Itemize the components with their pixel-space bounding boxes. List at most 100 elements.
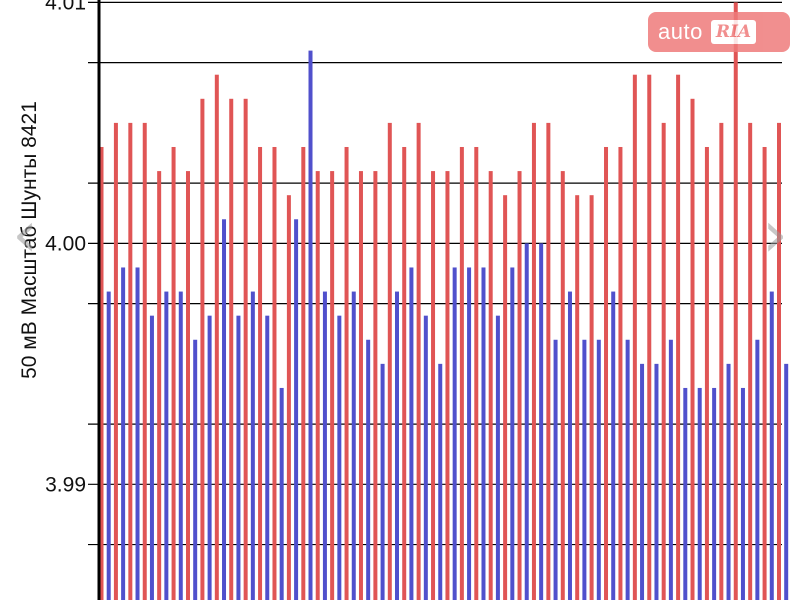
bar-blue xyxy=(106,291,111,600)
bar-red xyxy=(157,171,162,600)
bar-red xyxy=(719,122,724,600)
bar-blue xyxy=(625,339,630,600)
bar-blue xyxy=(222,219,227,600)
bar-red xyxy=(546,122,551,600)
bar-red xyxy=(387,122,392,600)
bar-red xyxy=(704,146,709,600)
bar-blue xyxy=(207,315,212,600)
bar-blue xyxy=(596,339,601,600)
bar-red xyxy=(330,171,335,600)
watermark-logo: auto RIA xyxy=(648,12,790,52)
bar-red xyxy=(690,98,695,600)
bar-blue xyxy=(265,315,270,600)
bar-blue xyxy=(524,243,529,600)
bar-blue xyxy=(726,363,731,600)
bar-red xyxy=(185,171,190,600)
bar-blue xyxy=(697,387,702,600)
bar-red xyxy=(286,195,291,600)
bar-red xyxy=(488,171,493,600)
bar-red xyxy=(733,2,738,600)
bar-red xyxy=(301,146,306,600)
bar-red xyxy=(474,146,479,600)
bar-blue xyxy=(149,315,154,600)
bar-blue xyxy=(654,363,659,600)
bar-blue xyxy=(553,339,558,600)
bar-red xyxy=(272,146,277,600)
bar-red xyxy=(575,195,580,600)
bar-blue xyxy=(337,315,342,600)
bar-red xyxy=(113,122,118,600)
bar-red xyxy=(647,74,652,600)
bar-blue xyxy=(351,291,356,600)
watermark-word: auto xyxy=(658,19,703,44)
bar-blue xyxy=(178,291,183,600)
bar-blue xyxy=(481,267,486,600)
bars xyxy=(99,2,789,600)
bar-red xyxy=(661,122,666,600)
bar-blue xyxy=(294,219,299,600)
bar-blue xyxy=(668,339,673,600)
bar-blue xyxy=(366,339,371,600)
bar-red xyxy=(344,146,349,600)
bar-blue xyxy=(164,291,169,600)
bar-blue xyxy=(193,339,198,600)
bar-red xyxy=(632,74,637,600)
bar-red xyxy=(258,146,263,600)
watermark-badge: RIA xyxy=(710,20,757,44)
bar-blue xyxy=(784,363,789,600)
bar-blue xyxy=(279,387,284,600)
bar-blue xyxy=(438,363,443,600)
bar-red xyxy=(676,74,681,600)
bar-red xyxy=(416,122,421,600)
bar-blue xyxy=(539,243,544,600)
y-tick-label: 4.00 xyxy=(45,232,86,255)
bar-blue xyxy=(495,315,500,600)
bar-red xyxy=(762,146,767,600)
tick-labels: 3.99 4.00 4.01 xyxy=(45,0,86,496)
bar-red xyxy=(373,171,378,600)
bar-red xyxy=(748,122,753,600)
bar-blue xyxy=(308,50,313,600)
bar-blue xyxy=(423,315,428,600)
bar-red xyxy=(171,146,176,600)
bar-red xyxy=(560,171,565,600)
next-arrow-icon[interactable]: › xyxy=(762,198,788,272)
bar-red xyxy=(315,171,320,600)
bar-red xyxy=(402,146,407,600)
bar-red xyxy=(618,146,623,600)
bar-blue xyxy=(683,387,688,600)
bar-red xyxy=(777,122,781,600)
bar-red xyxy=(243,98,248,600)
bar-red xyxy=(229,98,234,600)
bar-blue xyxy=(582,339,587,600)
bar-blue xyxy=(740,387,745,600)
bar-blue xyxy=(322,291,327,600)
bar-blue xyxy=(250,291,255,600)
bar-red xyxy=(128,122,133,600)
bar-red xyxy=(531,122,536,600)
bar-red xyxy=(604,146,609,600)
bar-blue xyxy=(611,291,616,600)
prev-arrow-icon[interactable]: ‹ xyxy=(12,198,38,272)
bar-red xyxy=(214,74,219,600)
bar-red xyxy=(445,171,450,600)
y-tick-label: 4.01 xyxy=(45,0,86,14)
bar-blue xyxy=(409,267,414,600)
bar-blue xyxy=(394,291,399,600)
bar-red xyxy=(99,146,104,600)
bar-blue xyxy=(567,291,572,600)
bar-red xyxy=(503,195,508,600)
bar-blue xyxy=(236,315,241,600)
bar-blue xyxy=(712,387,717,600)
bar-blue xyxy=(769,291,774,600)
bar-red xyxy=(459,146,464,600)
bar-red xyxy=(517,171,522,600)
bar-red xyxy=(358,171,363,600)
bar-red xyxy=(431,171,436,600)
bar-blue xyxy=(380,363,385,600)
bar-blue xyxy=(510,267,515,600)
bar-blue xyxy=(640,363,645,600)
bar-blue xyxy=(135,267,140,600)
bar-red xyxy=(589,195,594,600)
